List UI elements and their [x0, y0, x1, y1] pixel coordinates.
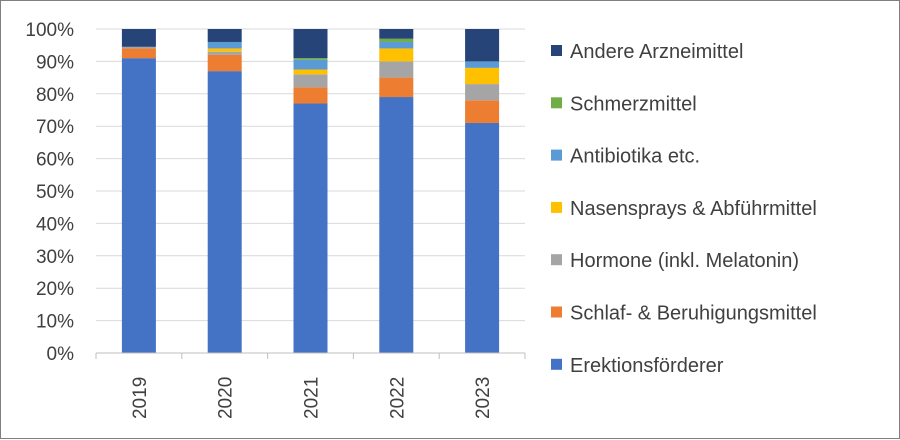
- bar-antibiotika-etc-2021: [293, 59, 328, 70]
- legend-label-antibiotika-etc: Antibiotika etc.: [570, 146, 700, 168]
- legend-label-nasensprays-abfuhrmittel: Nasensprays & Abführmittel: [570, 198, 817, 220]
- bar-antibiotika-etc-2022: [379, 41, 414, 49]
- y-tick-label: 100%: [25, 20, 74, 41]
- bar-hormone-inkl-melatonin-2020: [207, 51, 242, 55]
- bar-hormone-inkl-melatonin-2023: [465, 84, 500, 101]
- legend-label-erektionsforderer: Erektionsförderer: [570, 355, 724, 377]
- bar-hormone-inkl-melatonin-2022: [379, 61, 414, 78]
- y-tick-label: 90%: [36, 52, 74, 73]
- legend-label-schmerzmittel: Schmerzmittel: [570, 93, 697, 115]
- bar-nasensprays-abfuhrmittel-2022: [379, 48, 414, 62]
- legend-swatch-hormone-inkl-melatonin: [551, 254, 562, 266]
- x-tick-label: 2021: [302, 377, 323, 419]
- bars: [121, 29, 500, 354]
- y-tick-label: 30%: [36, 247, 74, 268]
- x-axis: 2019 2020 2021 2022 2023: [95, 352, 526, 419]
- legend-swatch-schmerzmittel: [551, 97, 562, 109]
- bar-erektionsforderer-2019: [121, 58, 156, 353]
- bar-hormone-inkl-melatonin-2021: [293, 74, 328, 88]
- bar-andere-arzneimittel-2023: [465, 29, 500, 62]
- legend-label-hormone-inkl-melatonin: Hormone (inkl. Melatonin): [570, 250, 799, 272]
- x-tick-label: 2020: [216, 377, 237, 419]
- bar-schlaf-beruhigungsmittel-2020: [207, 54, 242, 72]
- bar-hormone-inkl-melatonin-2019: [121, 46, 156, 49]
- x-tick-label: 2022: [387, 377, 408, 419]
- y-axis: 0% 10% 20% 30% 40% 50% 60% 70% 80% 90% 100%: [25, 20, 74, 365]
- bar-andere-arzneimittel-2021: [293, 29, 328, 59]
- legend-swatch-andere-arzneimittel: [551, 45, 562, 56]
- bar-nasensprays-abfuhrmittel-2020: [207, 48, 242, 52]
- bar-erektionsforderer-2022: [379, 97, 414, 353]
- bar-erektionsforderer-2020: [207, 71, 242, 354]
- bar-antibiotika-etc-2020: [207, 41, 242, 49]
- bar-nasensprays-abfuhrmittel-2023: [465, 67, 500, 85]
- bar-erektionsforderer-2021: [293, 103, 328, 354]
- bar-erektionsforderer-2023: [465, 122, 500, 354]
- y-tick-label: 70%: [36, 117, 74, 138]
- bar-schmerzmittel-2022: [379, 38, 414, 42]
- bar-nasensprays-abfuhrmittel-2021: [293, 69, 328, 75]
- legend-swatch-schlaf-beruhigungsmittel: [551, 306, 562, 318]
- legend: Andere Arzneimittel Schmerzmittel Antibiot…: [551, 41, 817, 377]
- y-tick-label: 40%: [36, 214, 74, 235]
- x-tick-label: 2023: [473, 377, 494, 419]
- legend-label-schlaf-beruhigungsmittel: Schlaf- & Beruhigungsmittel: [570, 303, 817, 325]
- y-tick-label: 50%: [36, 182, 74, 203]
- bar-andere-arzneimittel-2020: [207, 29, 242, 42]
- bar-andere-arzneimittel-2019: [121, 29, 156, 47]
- y-tick-label: 20%: [36, 279, 74, 300]
- y-tick-label: 80%: [36, 85, 74, 106]
- legend-swatch-nasensprays-abfuhrmittel: [551, 201, 562, 213]
- bar-antibiotika-etc-2023: [465, 61, 500, 68]
- y-tick-label: 10%: [36, 312, 74, 333]
- legend-label-andere-arzneimittel: Andere Arzneimittel: [570, 41, 743, 63]
- bar-andere-arzneimittel-2022: [379, 29, 414, 39]
- bar-schlaf-beruhigungsmittel-2022: [379, 77, 414, 98]
- bar-schlaf-beruhigungsmittel-2019: [121, 48, 156, 59]
- y-tick-label: 0%: [47, 344, 75, 365]
- legend-swatch-erektionsforderer: [551, 358, 562, 370]
- legend-swatch-antibiotika-etc: [551, 149, 562, 161]
- bar-schlaf-beruhigungsmittel-2023: [465, 100, 500, 123]
- bar-schmerzmittel-2021: [293, 58, 328, 60]
- y-tick-label: 60%: [36, 150, 74, 171]
- x-tick-label: 2019: [130, 377, 151, 419]
- bar-schlaf-beruhigungsmittel-2021: [293, 87, 328, 104]
